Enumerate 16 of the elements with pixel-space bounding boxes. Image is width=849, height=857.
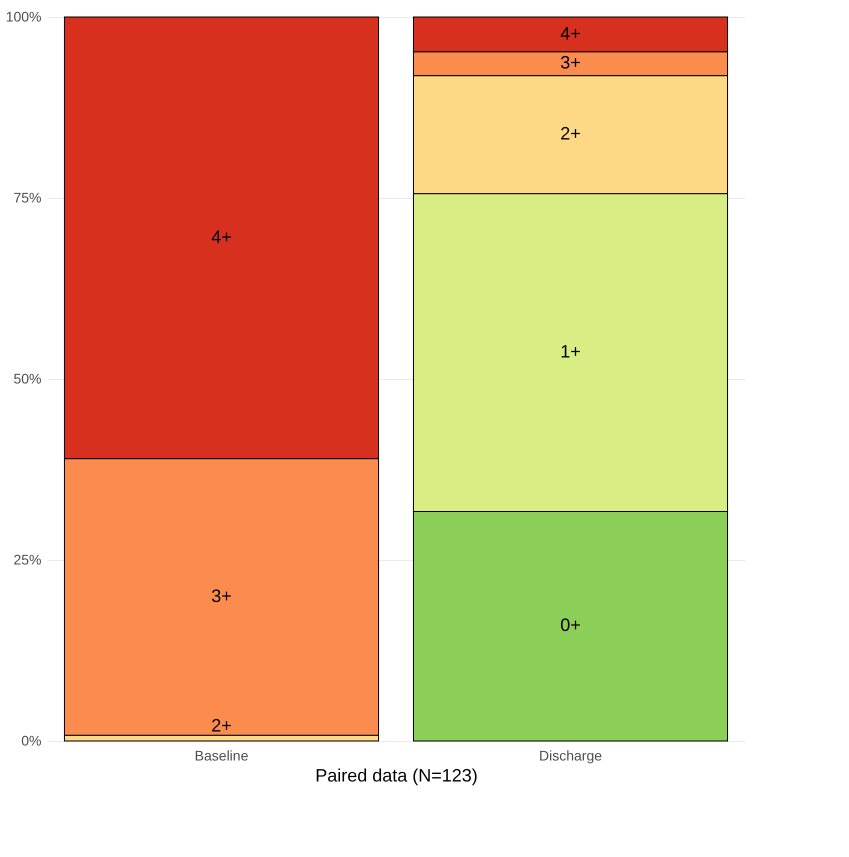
y-tick-label: 50% [13,370,42,386]
x-axis-title: Paired data (N=123) [315,766,478,786]
y-tick-label: 25% [13,552,42,568]
y-tick-label: 75% [13,190,42,206]
y-tick-label: 100% [6,8,42,24]
text: 4+ [211,226,232,247]
text: 3+ [211,586,232,606]
series-label: 2+ [211,716,232,736]
series-label: 4+ [560,23,581,44]
text: 2+ [560,124,581,144]
series-label: 1+ [560,342,581,362]
x-tick-label: Discharge [538,748,602,764]
x-tick-label: Baseline [194,748,249,764]
series-label: 0+ [560,615,581,636]
series-label: 3+ [560,52,581,73]
y-tick-label: 0% [21,732,42,748]
